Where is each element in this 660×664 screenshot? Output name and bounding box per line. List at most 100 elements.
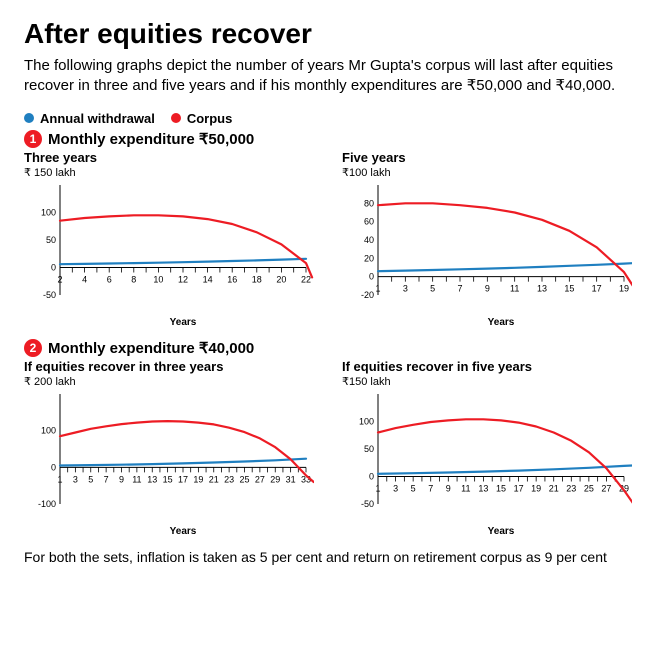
footnote: For both the sets, inflation is taken as… xyxy=(24,548,636,567)
chart-2b-unit: ₹150 lakh xyxy=(342,375,636,388)
svg-text:100: 100 xyxy=(41,207,56,217)
svg-text:5: 5 xyxy=(411,483,416,493)
svg-text:17: 17 xyxy=(514,483,524,493)
svg-text:9: 9 xyxy=(446,483,451,493)
page-title: After equities recover xyxy=(24,18,636,50)
chart-1a-title: Three years xyxy=(24,150,318,165)
badge-2: 2 xyxy=(24,339,42,357)
svg-text:1: 1 xyxy=(375,283,380,293)
svg-text:25: 25 xyxy=(584,483,594,493)
svg-text:0: 0 xyxy=(51,262,56,272)
svg-text:0: 0 xyxy=(369,471,374,481)
chart-1b-unit: ₹100 lakh xyxy=(342,166,636,179)
svg-text:10: 10 xyxy=(153,274,163,284)
svg-text:Years: Years xyxy=(488,317,515,328)
svg-text:5: 5 xyxy=(430,283,435,293)
svg-text:1: 1 xyxy=(57,474,62,484)
svg-text:9: 9 xyxy=(485,283,490,293)
svg-text:40: 40 xyxy=(364,235,374,245)
svg-text:7: 7 xyxy=(428,483,433,493)
svg-text:50: 50 xyxy=(46,235,56,245)
section-2-charts: If equities recover in three years ₹ 200… xyxy=(24,359,636,538)
section-2-header: 2 Monthly expenditure ₹40,000 xyxy=(24,339,636,357)
svg-text:100: 100 xyxy=(359,416,374,426)
svg-text:3: 3 xyxy=(73,474,78,484)
svg-text:5: 5 xyxy=(88,474,93,484)
svg-text:15: 15 xyxy=(163,474,173,484)
legend-label-withdrawal: Annual withdrawal xyxy=(40,111,155,126)
svg-text:11: 11 xyxy=(132,474,141,484)
svg-text:21: 21 xyxy=(549,483,559,493)
svg-text:0: 0 xyxy=(369,271,374,281)
badge-1: 1 xyxy=(24,130,42,148)
svg-text:2: 2 xyxy=(57,274,62,284)
svg-text:Years: Years xyxy=(170,526,197,537)
svg-text:100: 100 xyxy=(41,425,56,435)
svg-text:8: 8 xyxy=(131,274,136,284)
svg-text:12: 12 xyxy=(178,274,188,284)
svg-text:-50: -50 xyxy=(361,499,374,509)
svg-text:20: 20 xyxy=(276,274,286,284)
svg-text:7: 7 xyxy=(104,474,109,484)
svg-text:14: 14 xyxy=(203,274,213,284)
legend: Annual withdrawal Corpus xyxy=(24,111,636,126)
section-1-charts: Three years ₹ 150 lakh -5005010024681012… xyxy=(24,150,636,329)
legend-dot-withdrawal xyxy=(24,113,34,123)
svg-text:50: 50 xyxy=(364,444,374,454)
section-2-label: Monthly expenditure ₹40,000 xyxy=(48,339,254,357)
svg-text:23: 23 xyxy=(566,483,576,493)
svg-text:13: 13 xyxy=(537,283,547,293)
svg-text:60: 60 xyxy=(364,216,374,226)
chart-2b: If equities recover in five years ₹150 l… xyxy=(342,359,636,538)
svg-text:-20: -20 xyxy=(361,290,374,300)
svg-text:Years: Years xyxy=(488,526,515,537)
svg-text:22: 22 xyxy=(301,274,311,284)
section-1-label: Monthly expenditure ₹50,000 xyxy=(48,130,254,148)
svg-text:0: 0 xyxy=(51,462,56,472)
chart-1b: Five years ₹100 lakh -200204060801357911… xyxy=(342,150,636,329)
chart-2a: If equities recover in three years ₹ 200… xyxy=(24,359,318,538)
svg-text:29: 29 xyxy=(270,474,280,484)
svg-text:23: 23 xyxy=(224,474,234,484)
section-1-header: 1 Monthly expenditure ₹50,000 xyxy=(24,130,636,148)
svg-text:-100: -100 xyxy=(38,499,56,509)
svg-text:15: 15 xyxy=(564,283,574,293)
svg-text:7: 7 xyxy=(457,283,462,293)
svg-text:13: 13 xyxy=(478,483,488,493)
svg-text:17: 17 xyxy=(592,283,602,293)
svg-text:9: 9 xyxy=(119,474,124,484)
chart-1a: Three years ₹ 150 lakh -50 0 50 100 2 4 6 8 10 12… xyxy=(24,150,318,329)
svg-text:3: 3 xyxy=(393,483,398,493)
svg-text:20: 20 xyxy=(364,253,374,263)
svg-text:19: 19 xyxy=(531,483,541,493)
svg-text:27: 27 xyxy=(601,483,611,493)
svg-text:11: 11 xyxy=(461,483,470,493)
svg-text:Years: Years xyxy=(170,317,197,328)
chart-2a-title: If equities recover in three years xyxy=(24,359,318,374)
svg-text:16: 16 xyxy=(227,274,237,284)
svg-text:31: 31 xyxy=(286,474,296,484)
chart-2b-title: If equities recover in five years xyxy=(342,359,636,374)
svg-text:19: 19 xyxy=(193,474,203,484)
svg-text:80: 80 xyxy=(364,198,374,208)
svg-text:27: 27 xyxy=(255,474,265,484)
svg-text:17: 17 xyxy=(178,474,188,484)
legend-dot-corpus xyxy=(171,113,181,123)
chart-1a-unit: ₹ 150 lakh xyxy=(24,166,318,179)
svg-text:18: 18 xyxy=(252,274,262,284)
chart-2a-unit: ₹ 200 lakh xyxy=(24,375,318,388)
page-subtitle: The following graphs depict the number o… xyxy=(24,56,636,97)
chart-1b-title: Five years xyxy=(342,150,636,165)
svg-text:19: 19 xyxy=(619,283,629,293)
svg-text:21: 21 xyxy=(209,474,219,484)
svg-text:6: 6 xyxy=(107,274,112,284)
svg-text:-50: -50 xyxy=(43,290,56,300)
svg-text:1: 1 xyxy=(375,483,380,493)
svg-text:13: 13 xyxy=(147,474,157,484)
svg-text:25: 25 xyxy=(239,474,249,484)
legend-label-corpus: Corpus xyxy=(187,111,233,126)
svg-text:4: 4 xyxy=(82,274,87,284)
svg-text:15: 15 xyxy=(496,483,506,493)
svg-text:3: 3 xyxy=(403,283,408,293)
svg-text:11: 11 xyxy=(510,283,519,293)
